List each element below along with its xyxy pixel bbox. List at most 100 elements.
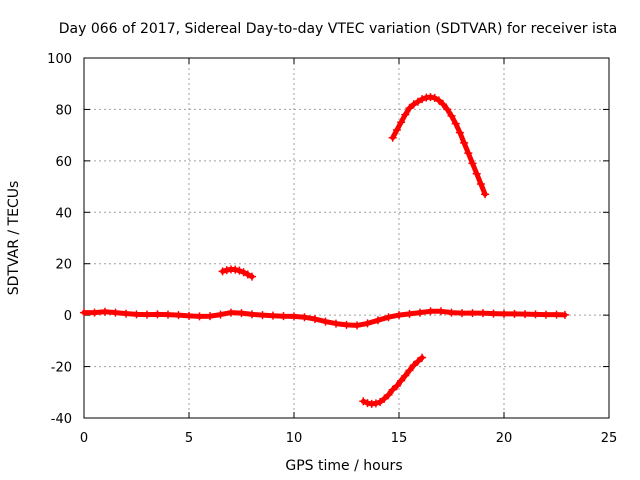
data-point <box>405 366 414 375</box>
grid-lines <box>84 58 609 418</box>
data-point <box>185 311 193 320</box>
data-point <box>164 310 172 319</box>
data-point <box>481 190 490 199</box>
data-point <box>489 309 498 318</box>
data-point <box>195 312 204 321</box>
data-point <box>397 376 406 385</box>
data-point <box>455 128 464 137</box>
data-point <box>426 307 435 316</box>
data-point <box>510 309 519 318</box>
data-point <box>239 268 248 277</box>
data-point <box>371 399 380 408</box>
data-point <box>248 310 256 319</box>
data-point <box>413 97 422 106</box>
data-point <box>460 138 469 147</box>
data-point <box>363 399 372 408</box>
data-point <box>542 310 550 319</box>
data-point <box>384 390 393 399</box>
x-tick-label: 10 <box>286 431 303 446</box>
y-tick-label: 20 <box>55 258 72 273</box>
y-axis-title: SDTVAR / TECUs <box>6 181 22 296</box>
y-tick-label: -20 <box>51 361 72 376</box>
data-point <box>290 312 298 321</box>
data-point <box>434 96 443 105</box>
data-point <box>269 311 277 320</box>
data-point <box>552 310 561 319</box>
data-point <box>392 381 401 390</box>
data-point <box>447 308 456 317</box>
data-point <box>218 267 227 276</box>
data-point <box>405 104 414 113</box>
x-axis-title: GPS time / hours <box>285 458 402 474</box>
series-baseline <box>80 307 569 330</box>
data-point <box>472 169 481 178</box>
series-arc-16h <box>388 93 490 199</box>
data-point <box>311 315 319 323</box>
x-tick-label: 20 <box>496 431 513 446</box>
data-point <box>531 310 540 319</box>
data-point <box>279 312 288 321</box>
data-point <box>476 180 485 188</box>
data-point <box>458 309 466 318</box>
data-point <box>397 118 406 127</box>
data-point <box>437 307 445 316</box>
data-point <box>430 93 439 102</box>
data-point <box>380 394 389 403</box>
data-point <box>153 310 162 319</box>
data-point <box>418 353 427 362</box>
data-point <box>143 310 151 319</box>
y-axis: -40 -20 0 20 40 60 80 100 <box>47 52 609 427</box>
data-point <box>122 309 130 318</box>
data-point <box>132 310 141 319</box>
data-point <box>479 309 487 318</box>
x-tick-label: 15 <box>391 431 408 446</box>
data-point <box>111 308 120 317</box>
data-point <box>388 133 397 142</box>
data-point <box>416 308 424 317</box>
data-point <box>388 385 397 394</box>
data-point <box>426 93 435 102</box>
data-point <box>216 310 225 319</box>
series-band <box>390 94 488 197</box>
data-point <box>222 266 231 275</box>
data-point <box>409 361 418 370</box>
data-point <box>359 397 368 406</box>
data-point <box>401 371 410 380</box>
y-tick-label: 40 <box>55 206 72 221</box>
data-point <box>468 159 477 168</box>
data-point <box>560 310 569 319</box>
data-point <box>521 310 529 319</box>
data-point <box>90 308 99 317</box>
y-tick-label: 100 <box>47 52 72 67</box>
data-point <box>439 100 448 109</box>
data-point <box>237 309 246 318</box>
y-tick-label: 80 <box>55 103 72 118</box>
data-point <box>405 309 414 318</box>
data-point <box>443 105 452 114</box>
data-point <box>418 95 427 104</box>
series-dip-14h <box>359 353 427 408</box>
data-point <box>413 357 422 366</box>
data-point <box>374 316 382 325</box>
series-arc-7h <box>218 265 256 281</box>
x-tick-label: 5 <box>185 431 193 446</box>
data-point <box>500 309 508 318</box>
data-point <box>300 313 309 322</box>
data-point <box>363 319 372 328</box>
data-point <box>447 111 456 120</box>
data-point <box>376 398 385 407</box>
chart-title: Day 066 of 2017, Sidereal Day-to-day VTE… <box>59 21 617 37</box>
data-point <box>227 308 235 317</box>
data-point <box>101 307 109 316</box>
x-tick-label: 25 <box>601 431 618 446</box>
y-tick-label: -40 <box>51 412 72 427</box>
data-point <box>332 319 340 328</box>
x-tick-label: 0 <box>80 431 88 446</box>
data-point <box>464 149 473 158</box>
data-point <box>206 312 214 321</box>
x-axis: 0 5 10 15 20 25 <box>80 58 617 446</box>
plot-frame <box>83 57 610 419</box>
data-point <box>258 311 267 320</box>
data-point <box>392 126 401 134</box>
